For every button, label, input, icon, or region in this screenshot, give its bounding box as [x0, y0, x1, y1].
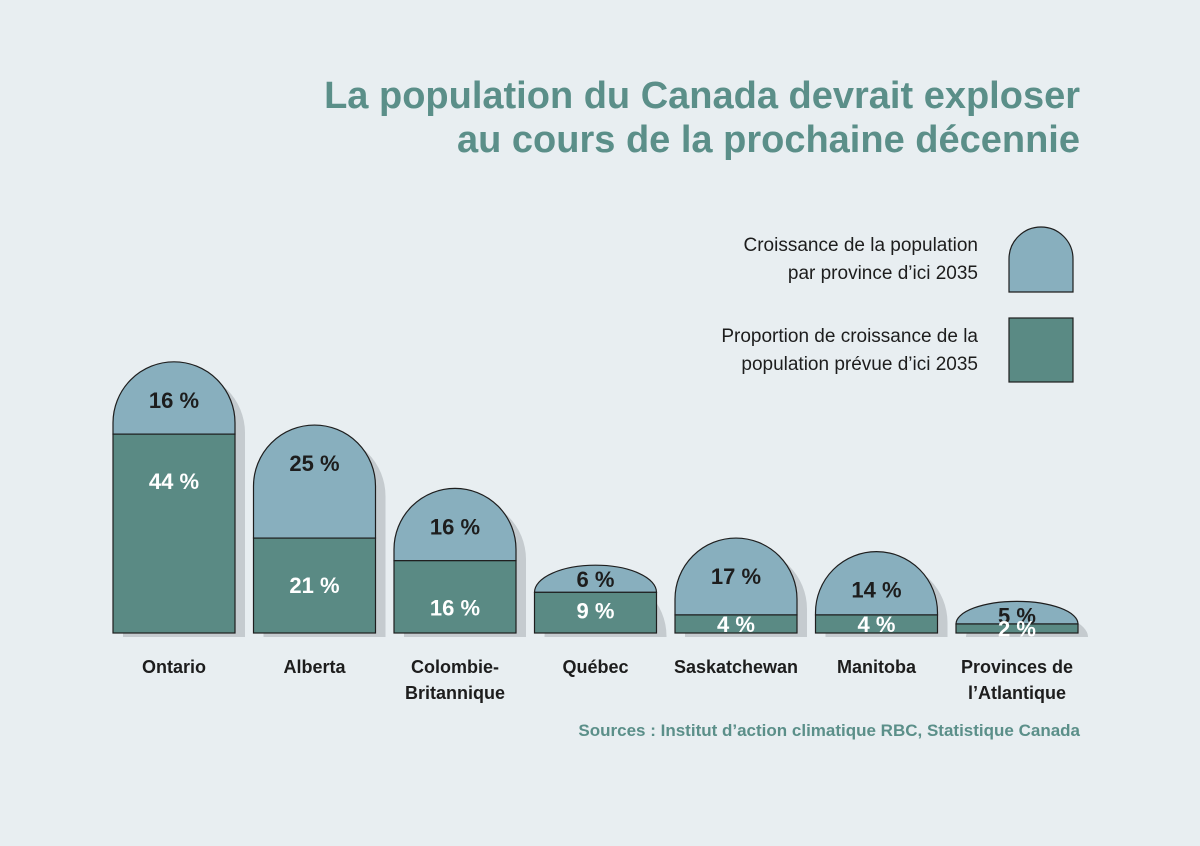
category-label: Colombie-	[411, 657, 499, 677]
bar-growth-label: 6 %	[577, 567, 615, 592]
category-label: Ontario	[142, 657, 206, 677]
bar-share-segment	[252, 537, 377, 634]
source-note: Sources : Institut d’action climatique R…	[578, 721, 1080, 740]
bar-growth-segment	[814, 551, 939, 616]
legend-growth-swatch	[1008, 226, 1074, 293]
bar-share-segment	[955, 623, 1079, 634]
bar-growth-label: 25 %	[289, 451, 339, 476]
legend-growth-line-1: Croissance de la population	[743, 235, 979, 256]
category-label: Manitoba	[837, 657, 917, 677]
category-label: l’Atlantique	[968, 683, 1066, 703]
bar-share-label: 9 %	[577, 598, 615, 623]
bar-growth-segment	[955, 600, 1079, 625]
legend-share-swatch	[1008, 317, 1074, 383]
bar-growth-segment	[393, 487, 517, 562]
legend-share-line-2: population prévue d’ici 2035	[741, 354, 978, 375]
bar-share-segment	[533, 591, 658, 634]
bar-growth-label: 17 %	[711, 564, 761, 589]
bars-layer	[112, 361, 1088, 637]
category-label: Québec	[562, 657, 628, 677]
bar-share-label: 4 %	[717, 612, 755, 637]
bar-share-label: 2 %	[998, 616, 1036, 641]
bar-share-label: 44 %	[149, 469, 199, 494]
chart-title: La population du Canada devrait exploser…	[324, 74, 1080, 162]
bar-growth-segment	[674, 537, 798, 616]
legend-entry-share: Proportion de croissance de la populatio…	[721, 323, 978, 379]
bar-share-segment	[674, 614, 798, 634]
bar-share-segment	[112, 433, 236, 634]
labels-layer: 16 % 44 % Ontario 25 % 21 % Alberta 16 % 16 % Co…	[142, 388, 1073, 703]
chart-title-line-2: au cours de la prochaine décennie	[457, 119, 1080, 161]
bar-share-label: 21 %	[289, 573, 339, 598]
bar-share-segment	[814, 614, 939, 634]
category-label: Saskatchewan	[674, 657, 798, 677]
legend-share-line-1: Proportion de croissance de la	[721, 326, 978, 347]
bar-growth-label: 14 %	[851, 578, 901, 603]
bar-growth-label: 16 %	[430, 514, 480, 539]
bar-growth-segment	[252, 424, 377, 539]
category-label: Provinces de	[961, 657, 1073, 677]
category-label: Alberta	[283, 657, 346, 677]
bar-share-label: 16 %	[430, 596, 480, 621]
bar-share-segment	[393, 560, 517, 634]
bar-growth-segment	[533, 564, 658, 593]
legend-growth-line-2: par province d’ici 2035	[787, 263, 978, 284]
legend-entry-growth: Croissance de la population par province…	[744, 232, 979, 288]
bar-share-label: 4 %	[858, 612, 896, 637]
category-label: Britannique	[405, 683, 505, 703]
legend-swatches	[1008, 226, 1074, 383]
bar-growth-segment	[112, 361, 236, 435]
bar-growth-label: 16 %	[149, 388, 199, 413]
bar-growth-label: 5 %	[998, 603, 1036, 628]
chart-title-line-1: La population du Canada devrait exploser	[324, 75, 1080, 117]
